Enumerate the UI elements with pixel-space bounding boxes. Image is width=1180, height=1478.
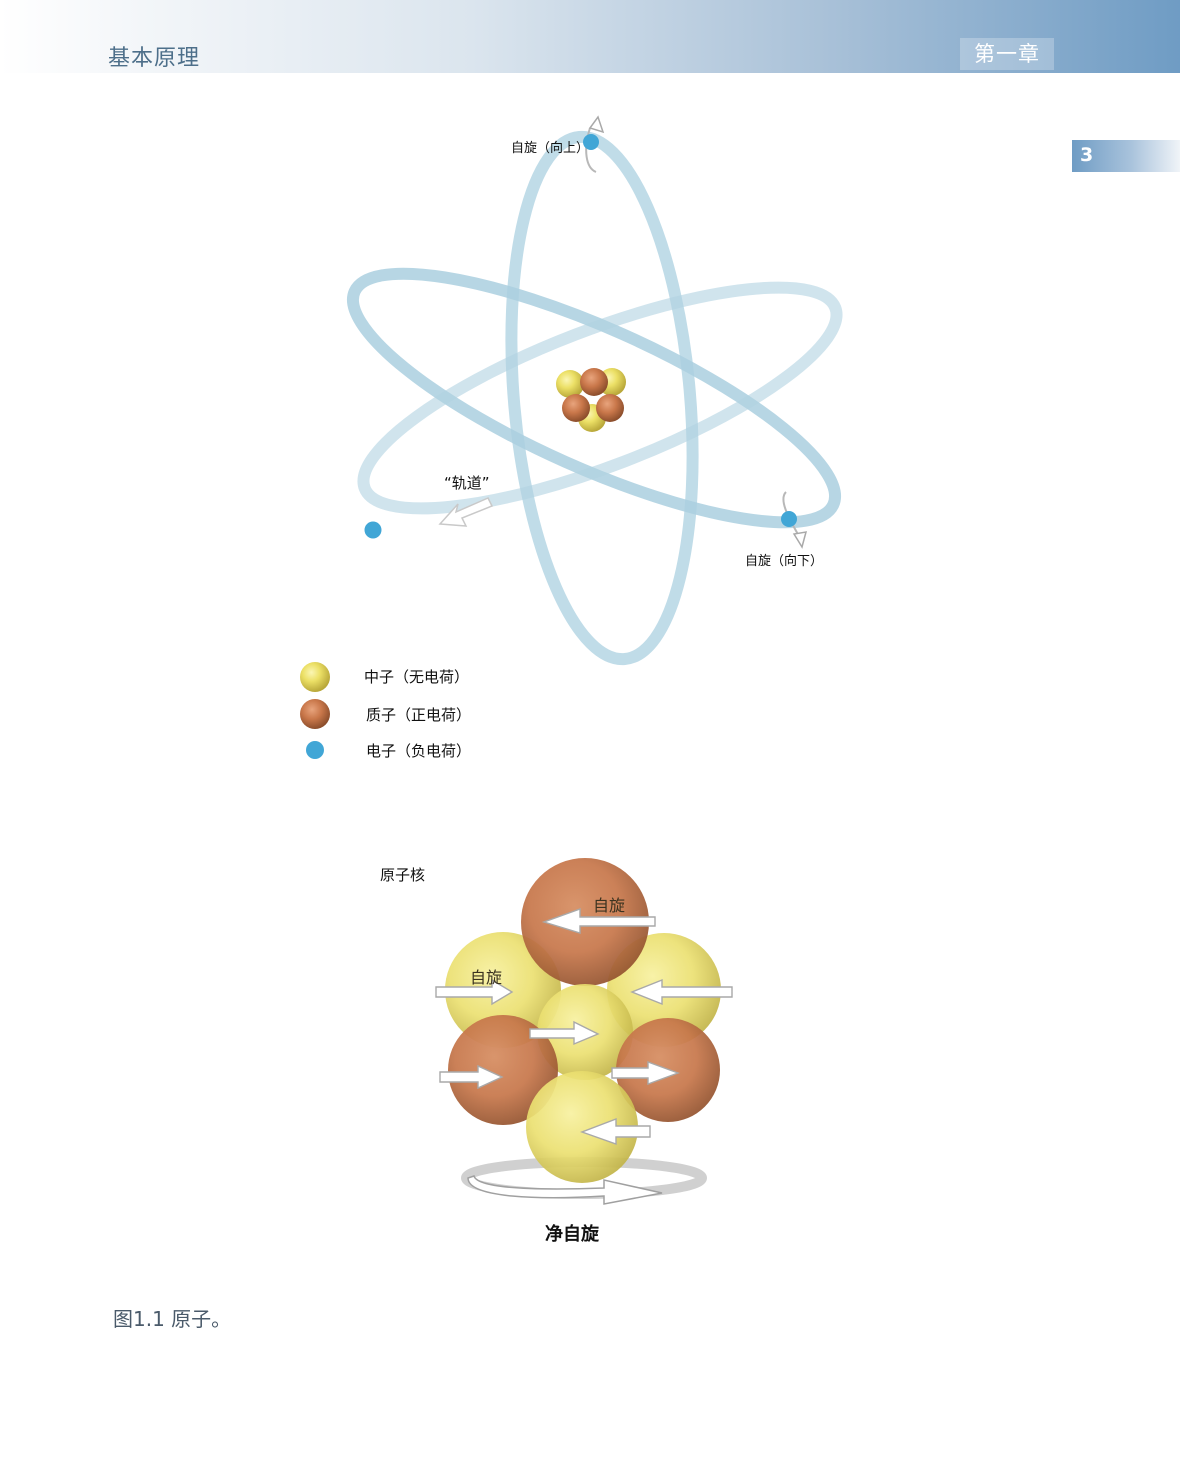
electron-top — [583, 134, 599, 150]
net-spin-arrow — [467, 1175, 663, 1205]
spin-label-top: 自旋 — [593, 896, 626, 915]
spin-up-indicator — [585, 115, 605, 173]
spin-label-left: 自旋 — [470, 968, 503, 987]
spin-down-label: 自旋（向下） — [745, 554, 824, 569]
electron-right — [781, 511, 797, 527]
figure-caption: 图1.1 原子。 — [113, 1307, 232, 1331]
nucleon-spin-arrows — [435, 908, 733, 1145]
page-tab: 3 — [1072, 140, 1180, 172]
big-nucleus — [435, 858, 733, 1205]
header-band — [0, 0, 1180, 73]
nucleon-neutron-bottom — [526, 1071, 638, 1183]
spin-up-label: 自旋（向上） — [511, 141, 590, 156]
small-nucleus — [556, 368, 626, 432]
orbit-vertical — [505, 130, 699, 666]
spin-down-indicator — [782, 491, 808, 549]
legend-proton-marker — [300, 699, 330, 729]
nucleon-proton-lower-left — [448, 1015, 558, 1125]
orbit-direction-arrow — [438, 497, 494, 527]
legend-proton-label: 质子（正电荷） — [366, 706, 472, 724]
electron-left — [364, 521, 382, 539]
net-spin-label: 净自旋 — [545, 1224, 599, 1245]
orbits — [346, 130, 843, 666]
legend-neutron-marker — [300, 662, 330, 692]
page-number: 3 — [1080, 144, 1094, 166]
section-title: 基本原理 — [108, 46, 201, 71]
legend-electron-label: 电子（负电荷） — [366, 742, 472, 760]
orbit-left-tilt — [346, 267, 842, 529]
nucleus-title: 原子核 — [380, 866, 426, 884]
chapter-label: 第一章 — [960, 38, 1054, 70]
legend-neutron-label: 中子（无电荷） — [364, 668, 470, 686]
orbit-right-tilt — [357, 281, 843, 515]
orbit-label: “轨道” — [444, 474, 490, 492]
legend-electron-marker — [306, 741, 324, 759]
